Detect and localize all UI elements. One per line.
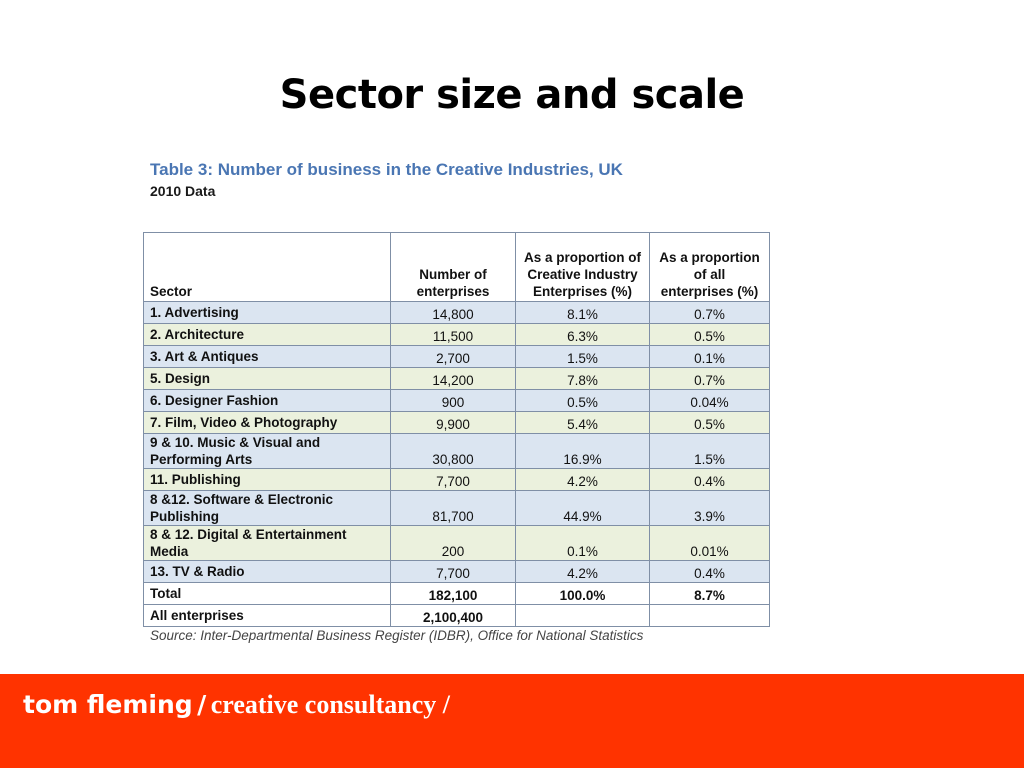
cell-creative-pct: 5.4% xyxy=(515,411,650,434)
table-row: 11. Publishing 7,700 4.2% 0.4% xyxy=(143,468,770,491)
cell-sector: 9 & 10. Music & Visual and Performing Ar… xyxy=(143,433,391,469)
table-row: 7. Film, Video & Photography 9,900 5.4% 0.5… xyxy=(143,411,770,434)
cell-sector: 2. Architecture xyxy=(143,323,391,346)
cell-enterprises: 7,700 xyxy=(390,468,516,491)
cell-enterprises: 14,800 xyxy=(390,301,516,324)
cell-all-pct: 0.7% xyxy=(649,367,770,390)
footer-separator: / xyxy=(197,690,207,719)
cell-all-pct: 8.7% xyxy=(649,582,770,605)
cell-enterprises: 900 xyxy=(390,389,516,412)
cell-sector: 5. Design xyxy=(143,367,391,390)
cell-creative-pct: 44.9% xyxy=(515,490,650,526)
cell-creative-pct xyxy=(515,604,650,627)
cell-all-pct: 0.7% xyxy=(649,301,770,324)
cell-all-pct: 0.04% xyxy=(649,389,770,412)
cell-all-pct: 0.4% xyxy=(649,560,770,583)
footer-bar xyxy=(0,674,1024,768)
table-row: Total 182,100 100.0% 8.7% xyxy=(143,582,770,605)
header-enterprises: Number of enterprises xyxy=(390,232,516,302)
cell-enterprises: 7,700 xyxy=(390,560,516,583)
table-header-row: Sector Number of enterprises As a propor… xyxy=(143,232,770,302)
cell-creative-pct: 100.0% xyxy=(515,582,650,605)
cell-creative-pct: 0.1% xyxy=(515,525,650,561)
table-subcaption: 2010 Data xyxy=(150,183,216,199)
cell-all-pct: 1.5% xyxy=(649,433,770,469)
table-row: All enterprises 2,100,400 xyxy=(143,604,770,627)
cell-sector: Total xyxy=(143,582,391,605)
slide-title: Sector size and scale xyxy=(279,72,745,118)
footer-subtitle: creative consultancy / xyxy=(210,690,450,719)
cell-enterprises: 11,500 xyxy=(390,323,516,346)
cell-creative-pct: 8.1% xyxy=(515,301,650,324)
table-row: 5. Design 14,200 7.8% 0.7% xyxy=(143,367,770,390)
table-row: 13. TV & Radio 7,700 4.2% 0.4% xyxy=(143,560,770,583)
cell-sector: 3. Art & Antiques xyxy=(143,345,391,368)
header-all-pct: As a proportion of all enterprises (%) xyxy=(649,232,770,302)
table-body: 1. Advertising 14,800 8.1% 0.7% 2. Architect… xyxy=(143,301,770,627)
cell-all-pct: 0.5% xyxy=(649,323,770,346)
cell-enterprises: 30,800 xyxy=(390,433,516,469)
cell-enterprises: 81,700 xyxy=(390,490,516,526)
cell-sector: All enterprises xyxy=(143,604,391,627)
cell-all-pct: 0.5% xyxy=(649,411,770,434)
footer-brand: tom fleming / creative consultancy / xyxy=(23,690,450,720)
cell-enterprises: 200 xyxy=(390,525,516,561)
cell-sector: 8 & 12. Digital & Entertainment Media xyxy=(143,525,391,561)
cell-sector: 11. Publishing xyxy=(143,468,391,491)
cell-creative-pct: 4.2% xyxy=(515,468,650,491)
cell-enterprises: 2,700 xyxy=(390,345,516,368)
cell-all-pct: 0.1% xyxy=(649,345,770,368)
cell-all-pct: 3.9% xyxy=(649,490,770,526)
table-source-note: Source: Inter-Departmental Business Regi… xyxy=(150,628,644,643)
cell-sector: 6. Designer Fashion xyxy=(143,389,391,412)
table-row: 8 &12. Software & Electronic Publishing 8… xyxy=(143,490,770,526)
cell-enterprises: 9,900 xyxy=(390,411,516,434)
creative-industries-table: Sector Number of enterprises As a propor… xyxy=(143,232,770,627)
cell-creative-pct: 1.5% xyxy=(515,345,650,368)
header-creative-pct: As a proportion of Creative Industry Ent… xyxy=(515,232,650,302)
cell-creative-pct: 6.3% xyxy=(515,323,650,346)
cell-all-pct xyxy=(649,604,770,627)
table-row: 9 & 10. Music & Visual and Performing Ar… xyxy=(143,433,770,469)
cell-enterprises: 14,200 xyxy=(390,367,516,390)
table-row: 6. Designer Fashion 900 0.5% 0.04% xyxy=(143,389,770,412)
table-row: 2. Architecture 11,500 6.3% 0.5% xyxy=(143,323,770,346)
cell-sector: 13. TV & Radio xyxy=(143,560,391,583)
table-row: 1. Advertising 14,800 8.1% 0.7% xyxy=(143,301,770,324)
cell-enterprises: 2,100,400 xyxy=(390,604,516,627)
cell-creative-pct: 4.2% xyxy=(515,560,650,583)
cell-enterprises: 182,100 xyxy=(390,582,516,605)
cell-creative-pct: 0.5% xyxy=(515,389,650,412)
cell-sector: 1. Advertising xyxy=(143,301,391,324)
footer-name: tom fleming xyxy=(23,690,193,719)
table-row: 8 & 12. Digital & Entertainment Media 200… xyxy=(143,525,770,561)
cell-creative-pct: 7.8% xyxy=(515,367,650,390)
table-row: 3. Art & Antiques 2,700 1.5% 0.1% xyxy=(143,345,770,368)
cell-creative-pct: 16.9% xyxy=(515,433,650,469)
cell-sector: 8 &12. Software & Electronic Publishing xyxy=(143,490,391,526)
cell-all-pct: 0.01% xyxy=(649,525,770,561)
header-sector: Sector xyxy=(143,232,391,302)
cell-sector: 7. Film, Video & Photography xyxy=(143,411,391,434)
cell-all-pct: 0.4% xyxy=(649,468,770,491)
table-caption: Table 3: Number of business in the Creat… xyxy=(150,160,623,179)
